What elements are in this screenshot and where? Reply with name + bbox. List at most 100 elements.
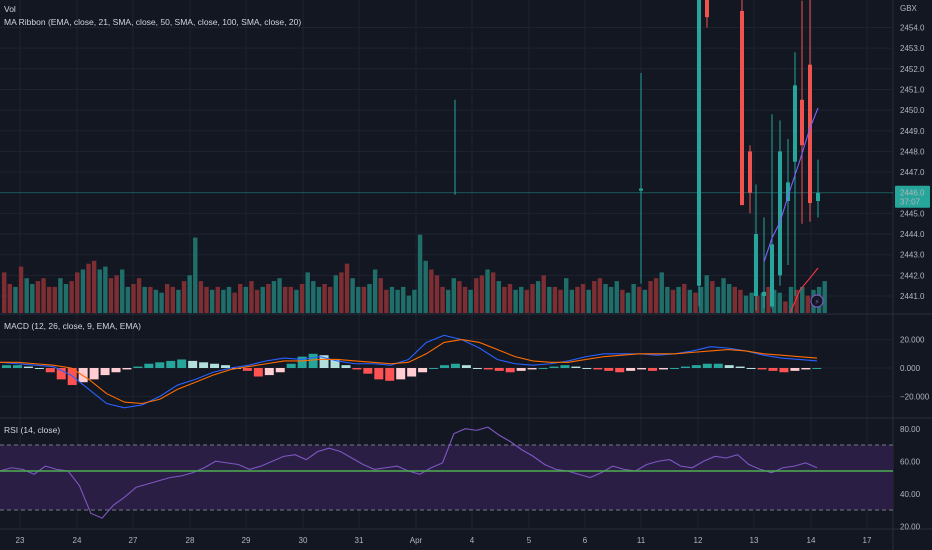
price-tick-label: 2448.0 xyxy=(900,147,925,156)
last-price-label: 2446.0 xyxy=(900,189,925,198)
candle-body xyxy=(639,188,643,191)
volume-bar xyxy=(743,295,749,313)
volume-bar xyxy=(547,286,552,313)
volume-bar xyxy=(24,278,29,313)
time-tick-label: 28 xyxy=(186,536,195,545)
macd-histogram-bar xyxy=(472,368,482,369)
volume-bar xyxy=(513,289,518,313)
volume-bar xyxy=(490,272,496,313)
macd-histogram-bar xyxy=(56,368,66,380)
macd-histogram-bar xyxy=(494,368,504,371)
volume-bar xyxy=(406,295,412,313)
macd-histogram-bar xyxy=(560,365,570,368)
macd-histogram-bar xyxy=(122,368,132,370)
macd-histogram-bar xyxy=(440,365,449,368)
candle-body xyxy=(748,151,752,193)
macd-legend: MACD (12, 26, close, 9, EMA, EMA) xyxy=(4,321,141,331)
time-tick-label: 27 xyxy=(129,536,138,545)
vol-legend: Vol xyxy=(4,4,16,14)
macd-histogram-bar xyxy=(450,363,460,368)
volume-bar xyxy=(457,281,462,313)
candle-body xyxy=(697,0,701,286)
volume-bar xyxy=(389,286,395,313)
macd-histogram-bar xyxy=(713,363,723,368)
macd-histogram-bar xyxy=(549,366,559,368)
macd-tick-label: −20.000 xyxy=(900,392,930,401)
price-tick-label: 2453.0 xyxy=(900,44,925,53)
macd-histogram-bar xyxy=(429,368,439,369)
volume-bar xyxy=(69,281,74,313)
volume-bar xyxy=(41,278,46,313)
volume-bar xyxy=(794,289,799,313)
volume-bar xyxy=(738,289,743,313)
volume-bar xyxy=(232,292,237,313)
currency-label: GBX xyxy=(900,4,918,13)
volume-bar xyxy=(558,289,563,313)
volume-bar xyxy=(648,281,653,313)
volume-bar xyxy=(805,295,811,313)
volume-bar xyxy=(631,284,636,313)
volume-bar xyxy=(665,286,670,313)
price-tick-label: 2447.0 xyxy=(900,168,925,177)
volume-bar xyxy=(142,286,147,313)
macd-histogram-bar xyxy=(724,365,734,368)
macd-histogram-bar xyxy=(790,368,800,371)
volume-bar xyxy=(766,286,771,313)
macd-histogram-bar xyxy=(242,368,252,371)
macd-histogram-bar xyxy=(648,368,658,371)
price-tick-label: 2443.0 xyxy=(900,251,925,260)
volume-bar xyxy=(159,292,164,313)
volume-bar xyxy=(721,278,726,313)
volume-bar xyxy=(344,263,350,313)
time-tick-label: 24 xyxy=(73,536,82,545)
volume-bar xyxy=(339,272,344,313)
macd-histogram-bar xyxy=(275,368,285,373)
volume-bar xyxy=(181,281,187,313)
volume-bar xyxy=(552,286,558,313)
macd-tick-label: 20.000 xyxy=(900,336,925,345)
volume-bar xyxy=(204,286,209,313)
volume-bar xyxy=(288,286,294,313)
volume-bar xyxy=(58,278,63,313)
volume-bar xyxy=(614,281,619,313)
macd-tick-label: 0.000 xyxy=(900,364,921,373)
volume-bar xyxy=(305,272,310,313)
volume-bar xyxy=(97,269,102,313)
macd-histogram-bar xyxy=(363,368,373,374)
volume-bar xyxy=(502,286,507,313)
volume-bar xyxy=(564,278,569,313)
macd-histogram-bar xyxy=(45,368,55,373)
macd-histogram-bar xyxy=(582,368,592,369)
time-tick-label: 31 xyxy=(355,536,364,545)
volume-bar xyxy=(294,289,299,313)
volume-bar xyxy=(243,286,249,313)
volume-bar xyxy=(120,269,125,313)
macd-histogram-bar xyxy=(12,365,22,368)
volume-bar xyxy=(423,260,428,313)
volume-bar xyxy=(299,284,305,313)
macd-histogram-bar xyxy=(801,368,811,370)
volume-bar xyxy=(659,272,664,313)
macd-histogram-bar xyxy=(221,365,230,368)
macd-histogram-bar xyxy=(177,359,187,368)
macd-histogram-bar xyxy=(34,368,44,369)
volume-bar xyxy=(2,272,7,313)
ma-ribbon-legend: MA Ribbon (EMA, close, 21, SMA, close, 5… xyxy=(4,17,302,27)
macd-histogram-bar xyxy=(407,368,417,377)
macd-histogram-bar xyxy=(385,368,395,381)
volume-bar xyxy=(80,269,86,313)
volume-bar xyxy=(86,263,91,313)
volume-bar xyxy=(164,284,170,313)
volume-bar xyxy=(153,289,159,313)
volume-bar xyxy=(238,284,243,313)
volume-bar xyxy=(434,275,440,313)
rsi-tick-label: 60.00 xyxy=(900,457,921,466)
macd-histogram-bar xyxy=(111,368,121,373)
volume-bar xyxy=(682,284,687,313)
macd-histogram-bar xyxy=(604,368,614,371)
price-tick-label: 2445.0 xyxy=(900,209,925,218)
time-tick-label: 6 xyxy=(583,536,588,545)
rsi-legend: RSI (14, close) xyxy=(4,425,61,435)
volume-bar xyxy=(401,286,406,313)
